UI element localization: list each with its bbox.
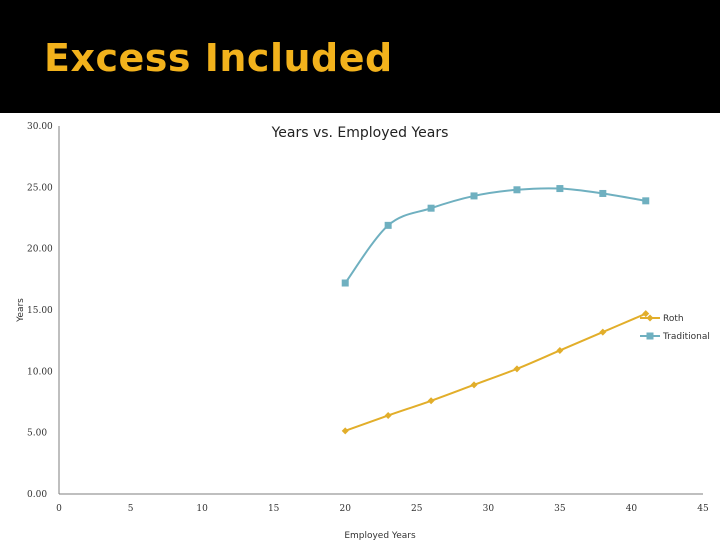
series-traditional	[341, 185, 650, 287]
y-tick-label: 25.00	[27, 183, 53, 193]
traditional-point	[427, 204, 435, 212]
traditional-point	[556, 185, 564, 193]
traditional-point	[470, 192, 478, 200]
traditional-point	[642, 197, 650, 205]
y-tick-label: 5.00	[27, 429, 47, 439]
roth-point	[470, 381, 478, 389]
roth-point	[642, 310, 650, 318]
traditional-point	[513, 186, 521, 194]
roth-point	[384, 411, 392, 419]
chart-title: Years vs. Employed Years	[271, 125, 449, 141]
x-tick-label: 35	[554, 504, 566, 514]
title-band	[0, 0, 720, 113]
slide-title: Excess Included	[44, 36, 393, 80]
x-tick-label: 20	[339, 504, 351, 514]
legend-label: Roth	[663, 314, 684, 324]
legend-marker	[646, 332, 654, 340]
legend: Roth Traditional	[640, 314, 710, 342]
roth-point	[427, 397, 435, 405]
x-tick-label: 10	[196, 504, 208, 514]
x-tick-label: 15	[268, 504, 280, 514]
y-axis-label: Years	[16, 298, 26, 323]
x-tick-label: 25	[411, 504, 423, 514]
x-tick-label: 40	[626, 504, 638, 514]
roth-line	[344, 312, 647, 432]
roth-point	[513, 365, 521, 373]
y-tick-label: 15.00	[27, 306, 53, 316]
traditional-point	[599, 189, 607, 197]
x-tick-label: 0	[56, 504, 62, 514]
legend-label: Traditional	[662, 332, 710, 342]
y-axis-ticks: 0.00 5.00 10.00 15.00 20.00 25.00 30.00	[27, 122, 53, 500]
roth-point	[599, 328, 607, 336]
chart-axes	[58, 126, 703, 495]
line-chart: Years vs. Employed Years Employed Years …	[16, 122, 710, 540]
y-tick-label: 20.00	[27, 245, 53, 255]
x-axis-ticks: 0 5 10 15 20 25 30 35 40 45	[56, 504, 709, 514]
traditional-line	[344, 187, 646, 284]
legend-item-roth: Roth	[640, 314, 684, 324]
series-layer	[341, 185, 650, 435]
y-tick-label: 30.00	[27, 122, 53, 132]
legend-marker	[646, 314, 654, 322]
x-tick-label: 45	[697, 504, 709, 514]
y-tick-label: 0.00	[27, 490, 47, 500]
roth-point	[341, 427, 349, 435]
legend-item-traditional: Traditional	[640, 332, 710, 342]
series-roth	[341, 310, 650, 435]
y-tick-label: 10.00	[27, 367, 53, 377]
traditional-point	[384, 221, 392, 229]
x-axis-label: Employed Years	[344, 531, 416, 540]
roth-point	[556, 346, 564, 354]
x-tick-label: 30	[483, 504, 495, 514]
traditional-point	[341, 279, 349, 287]
x-tick-label: 5	[128, 504, 134, 514]
